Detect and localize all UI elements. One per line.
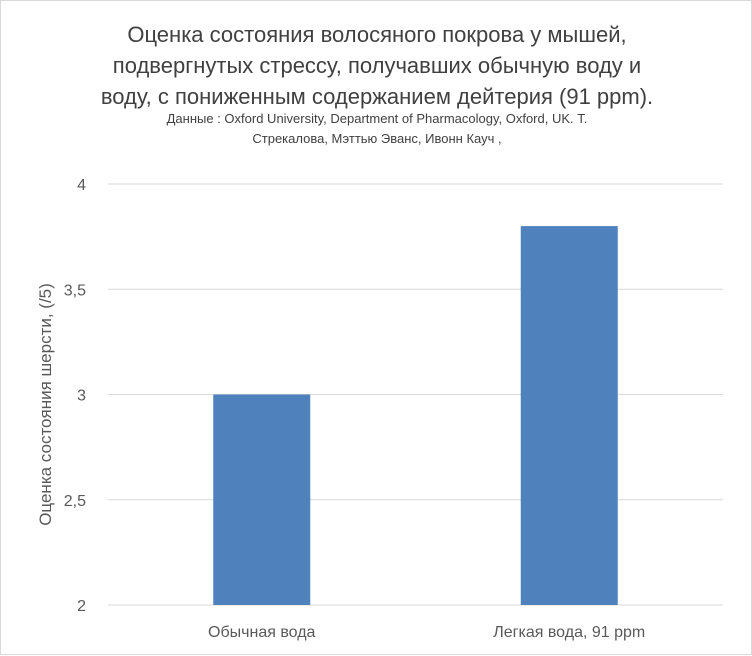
y-tick-label: 2,5 — [64, 493, 86, 510]
chart-subtitle-line: Стрекалова, Мэттью Эванс, Ивонн Кауч , — [252, 131, 502, 146]
chart-title-line: подвергнутых стрессу, получавших обычную… — [112, 53, 642, 78]
y-tick-label: 3 — [77, 388, 86, 405]
y-axis-ticks: 2 2,5 3 3,5 4 — [64, 177, 86, 615]
bars — [213, 226, 618, 605]
y-tick-label: 2 — [77, 598, 86, 615]
x-category-label: Легкая вода, 91 ppm — [493, 624, 645, 641]
chart-title-line: Оценка состояния волосяного покрова у мы… — [127, 22, 627, 47]
gridlines — [108, 183, 723, 606]
chart-subtitle-line: Данные : Oxford University, Department o… — [166, 111, 588, 126]
chart-title-block: Оценка состояния волосяного покрова у мы… — [1, 19, 752, 149]
y-tick-label: 3,5 — [64, 282, 86, 299]
chart-title-line: воду, с пониженным содержанием дейтерия … — [100, 84, 654, 109]
y-tick-label: 4 — [77, 177, 86, 194]
y-axis-title: Оценка состояния шерсти, (/5) — [36, 283, 55, 526]
x-category-label: Обычная вода — [208, 624, 315, 641]
bar — [520, 226, 618, 605]
bar — [213, 394, 311, 605]
x-axis-categories: Обычная вода Легкая вода, 91 ppm — [208, 624, 645, 641]
